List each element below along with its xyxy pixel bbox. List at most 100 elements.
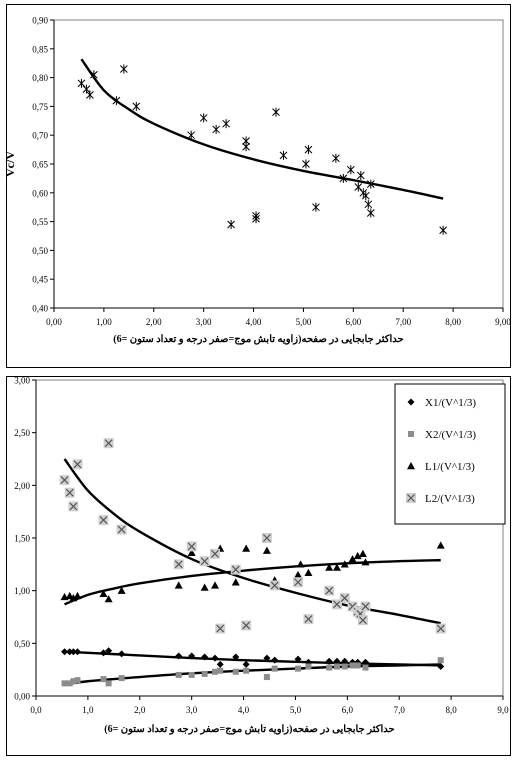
chart-vc-v: 0,40 0,45 0,50 0,55 0,60 0,65 0,70 0,75 0,80 0,85…: [3, 4, 511, 368]
data-point: [90, 70, 98, 80]
data-point: [211, 654, 219, 662]
x-tick-label: 4,00: [246, 317, 262, 327]
data-point: [72, 459, 83, 470]
chart-normalized-ratios: 0,00 0,50 1,00 1,50 2,00 2,50 3,00 0,0 1,0 2,0 3,0…: [6, 376, 511, 756]
data-point: [69, 594, 78, 602]
data-point: [361, 558, 370, 566]
data-point: [366, 208, 375, 218]
data-point: [227, 219, 235, 229]
data-point: [187, 548, 196, 556]
data-point: [340, 560, 349, 568]
y-tick-label: 2,50: [14, 428, 30, 438]
data-point: [271, 665, 278, 672]
data-point: [175, 671, 182, 678]
data-point: [186, 541, 197, 552]
legend-label: L1/(V^1/3): [425, 461, 475, 473]
data-point: [312, 202, 320, 212]
data-point: [339, 173, 348, 183]
x-tick-label: 8,0: [445, 705, 457, 715]
x-tick-label: 0,00: [46, 317, 62, 327]
y-tick-label: 0,00: [14, 692, 30, 702]
chart-vc-v-svg: 0,40 0,45 0,50 0,55 0,60 0,65 0,70 0,75 0,80 0,85…: [3, 4, 511, 368]
y-tick-label: 0,55: [32, 217, 48, 227]
x-tick-label: 4,0: [238, 705, 250, 715]
legend-marker: [408, 431, 414, 437]
x-tick-label: 0,0: [30, 705, 42, 715]
data-point: [354, 662, 361, 669]
data-point: [104, 595, 113, 603]
data-point: [68, 501, 79, 512]
data-point: [66, 648, 74, 656]
x-tick-label: 5,00: [296, 317, 312, 327]
data-point: [199, 113, 208, 123]
data-point: [341, 657, 349, 665]
x-tick-label: 6,00: [345, 317, 361, 327]
data-point: [324, 585, 335, 596]
x-tick-label: 2,0: [134, 705, 146, 715]
data-point: [349, 662, 356, 669]
data-point: [98, 515, 109, 526]
data-point: [230, 564, 241, 575]
data-point: [73, 591, 82, 600]
data-point: [361, 658, 369, 666]
data-point: [59, 475, 70, 486]
data-point: [212, 124, 220, 134]
data-point: [70, 678, 77, 685]
data-point: [222, 119, 230, 129]
trendline: [64, 558, 441, 606]
data-point: [354, 182, 363, 192]
x-tick-label: 9,0: [497, 705, 509, 715]
data-point: [242, 544, 251, 552]
data-point: [366, 179, 375, 189]
data-point: [175, 652, 183, 660]
data-point: [279, 150, 288, 160]
data-point: [364, 199, 373, 209]
data-point: [346, 165, 355, 175]
legend-marker: [407, 398, 415, 406]
chart-frame: [6, 4, 511, 368]
data-point: [74, 648, 82, 656]
x-tick-label: 8,00: [445, 317, 461, 327]
data-point: [188, 652, 196, 660]
data-point: [199, 556, 210, 567]
chart-normalized-ratios-svg: 0,00 0,50 1,00 1,50 2,00 2,50 3,00 0,0 1,0 2,0 3,0…: [6, 376, 511, 756]
y-tick-label: 3,00: [14, 376, 30, 386]
x-axis-label: حداکثر جابجایی در صفحه(زاویه تابش موج=صف…: [113, 334, 404, 345]
trendline: [63, 458, 441, 625]
y-tick-label: 1,00: [14, 586, 30, 596]
data-point: [262, 546, 271, 554]
x-tick-label: 6,0: [342, 705, 354, 715]
data-point: [77, 78, 86, 88]
data-point: [294, 655, 302, 663]
data-point: [118, 650, 126, 658]
data-point: [201, 670, 208, 677]
data-point: [200, 583, 209, 591]
data-point: [118, 675, 125, 682]
data-point: [232, 668, 239, 675]
data-point: [61, 680, 68, 687]
data-point: [241, 620, 252, 631]
y-tick-label: 0,90: [32, 16, 48, 26]
data-point: [272, 107, 280, 117]
legend-marker: [407, 462, 415, 470]
data-point: [293, 577, 304, 588]
data-point: [69, 648, 77, 656]
data-point: [211, 581, 220, 589]
x-tick-label: 7,00: [395, 317, 411, 327]
data-point: [332, 153, 340, 163]
data-point: [303, 614, 314, 625]
data-point: [187, 130, 196, 140]
x-tick-label: 3,00: [196, 317, 212, 327]
data-point: [103, 438, 114, 449]
data-point: [173, 559, 184, 570]
data-point: [295, 665, 302, 672]
x-tick-label: 9,00: [495, 317, 511, 327]
data-point: [269, 580, 280, 591]
data-point: [362, 664, 369, 671]
data-point: [304, 145, 313, 155]
data-point: [117, 586, 126, 594]
data-point: [100, 676, 107, 683]
data-point: [86, 90, 94, 100]
data-point: [216, 660, 224, 668]
data-point: [439, 225, 447, 235]
